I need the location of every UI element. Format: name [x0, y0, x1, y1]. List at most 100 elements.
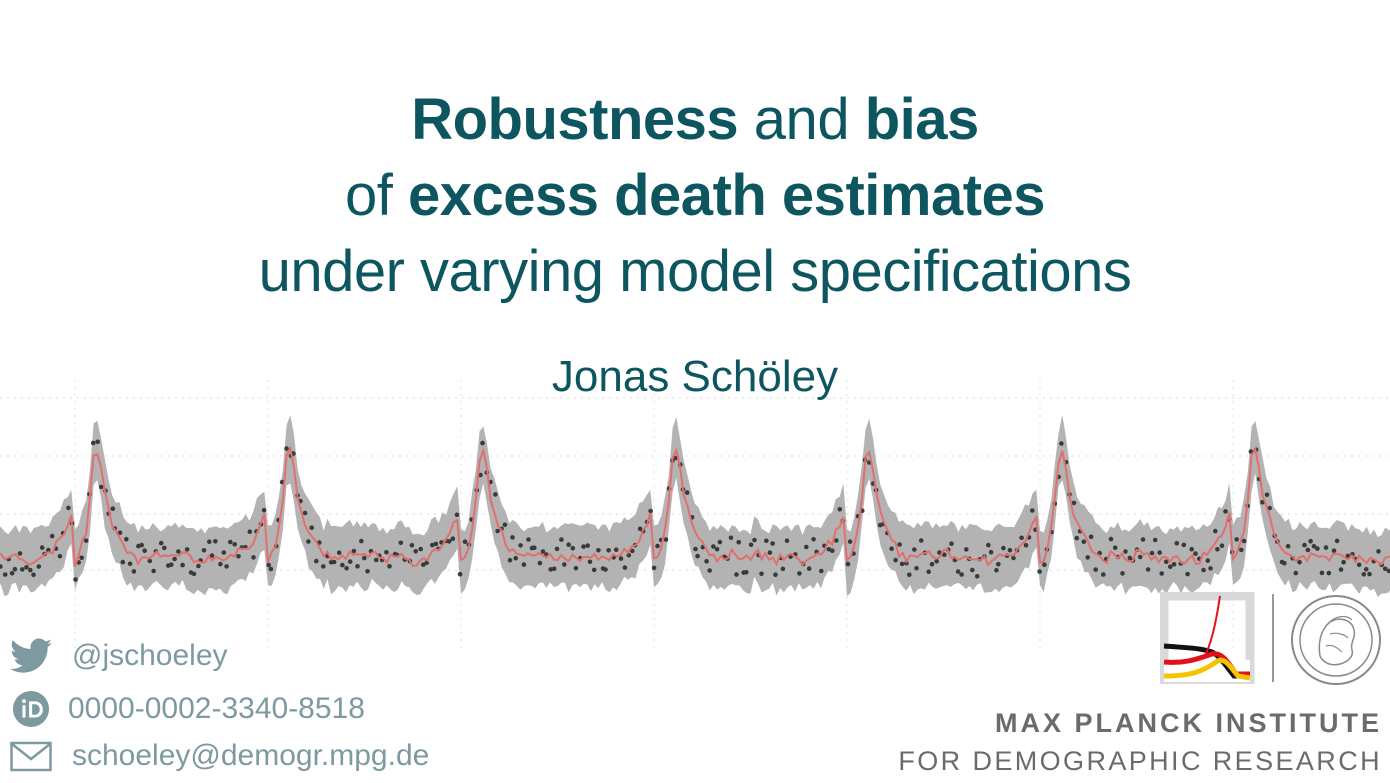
observed-point	[1248, 449, 1254, 454]
contact-orcid[interactable]: 0000-0002-3340-8518	[10, 690, 365, 728]
observed-point	[748, 542, 754, 548]
observed-point	[20, 567, 25, 572]
observed-point	[1085, 555, 1090, 560]
observed-point	[1059, 441, 1064, 446]
observed-point	[845, 561, 851, 567]
observed-point	[201, 548, 207, 553]
observed-point	[1108, 536, 1114, 542]
observed-point	[532, 545, 537, 550]
observed-point	[98, 484, 104, 490]
observed-point	[570, 545, 576, 551]
observed-point	[1201, 567, 1206, 573]
observed-point	[714, 546, 720, 552]
observed-point	[655, 543, 660, 549]
observed-point	[66, 505, 71, 511]
observed-point	[764, 538, 769, 544]
observed-point	[587, 559, 593, 565]
observed-point	[893, 557, 898, 563]
title-line-3: under varying model specifications	[258, 239, 1132, 304]
observed-point	[413, 549, 419, 554]
observed-point	[309, 525, 315, 530]
observed-point	[28, 567, 33, 573]
observed-point	[1382, 566, 1388, 572]
observed-point	[457, 571, 463, 577]
observed-point	[2, 572, 8, 577]
observed-point	[162, 545, 167, 551]
observed-point	[559, 537, 564, 542]
observed-point	[387, 564, 392, 569]
observed-point	[767, 550, 773, 555]
observed-point	[344, 566, 349, 571]
observed-point	[228, 539, 233, 545]
twitter-handle[interactable]: @jschoeley	[72, 639, 228, 672]
observed-point	[591, 567, 597, 573]
observed-point	[736, 539, 741, 545]
observed-point	[819, 568, 824, 574]
observed-point	[247, 529, 253, 534]
orcid-id[interactable]: 0000-0002-3340-8518	[68, 692, 365, 725]
observed-point	[224, 564, 229, 569]
observed-point	[83, 538, 89, 543]
observed-point	[46, 547, 51, 553]
observed-point	[537, 560, 543, 566]
observed-point	[221, 550, 227, 555]
observed-point	[73, 577, 78, 582]
observed-point	[507, 557, 513, 563]
observed-point	[314, 558, 319, 564]
observed-point	[949, 541, 954, 546]
observed-point	[9, 570, 15, 576]
observed-point	[502, 522, 508, 528]
contact-email[interactable]: schoeley@demogr.mpg.de	[10, 738, 429, 774]
observed-point	[1285, 543, 1291, 549]
observed-point	[321, 564, 326, 569]
observed-point	[770, 541, 775, 546]
observed-point	[1137, 554, 1143, 560]
observed-point	[811, 537, 816, 542]
observed-point	[759, 571, 764, 577]
observed-point	[0, 564, 3, 569]
observed-point	[1376, 549, 1381, 554]
observed-point	[1356, 562, 1362, 568]
observed-point	[1140, 537, 1146, 542]
observed-point	[1074, 535, 1080, 541]
observed-point	[673, 455, 678, 461]
email-address[interactable]: schoeley@demogr.mpg.de	[72, 739, 430, 772]
observed-point	[663, 537, 669, 542]
observed-point	[127, 561, 133, 567]
observed-point	[124, 536, 129, 542]
observed-point	[1007, 547, 1013, 553]
observed-point	[1071, 500, 1077, 506]
observed-point	[994, 567, 999, 573]
observed-point	[1011, 555, 1016, 561]
observed-point	[279, 479, 285, 485]
observed-point	[914, 565, 919, 571]
observed-point	[398, 540, 404, 546]
observed-point	[1193, 551, 1198, 556]
observed-point	[521, 562, 527, 567]
institute-name-line1: MAX PLANCK INSTITUTE	[995, 708, 1382, 738]
observed-point	[1297, 559, 1302, 565]
observed-point	[110, 506, 116, 512]
observed-point	[191, 571, 197, 577]
observed-point	[1174, 541, 1180, 546]
observed-point	[209, 553, 215, 558]
observed-point	[1282, 560, 1287, 566]
observed-point	[540, 549, 546, 554]
observed-point	[169, 562, 174, 567]
observed-point	[236, 554, 241, 559]
observed-point	[707, 568, 712, 573]
observed-point	[988, 549, 994, 555]
observed-point	[797, 571, 802, 576]
observed-point	[213, 539, 218, 544]
observed-point	[974, 574, 980, 579]
observed-point	[630, 548, 635, 554]
observed-point	[1293, 570, 1299, 576]
contact-twitter[interactable]: @jschoeley	[10, 638, 228, 674]
minerva-seal	[1291, 595, 1381, 685]
observed-point	[17, 551, 23, 556]
observed-point	[554, 546, 560, 552]
observed-point	[959, 572, 964, 577]
observed-point	[929, 561, 935, 567]
observed-point	[49, 533, 55, 539]
observed-point	[454, 512, 460, 518]
